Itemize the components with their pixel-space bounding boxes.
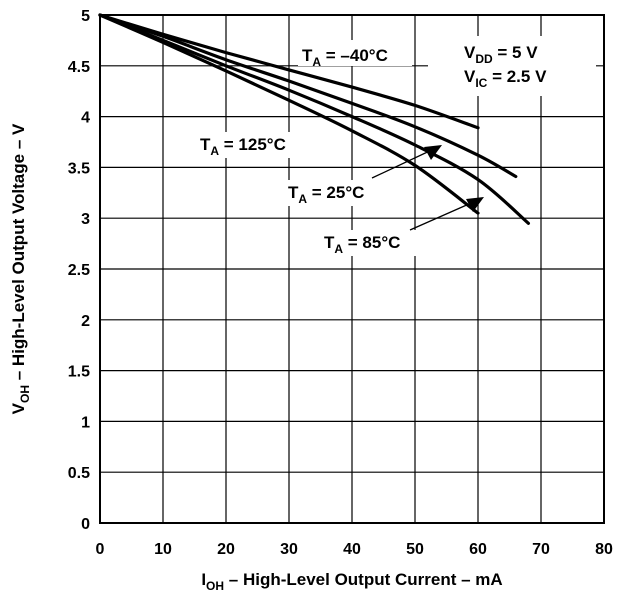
x-tick-label: 80 [595,541,613,558]
y-tick-label: 1 [81,414,90,431]
x-tick-label: 20 [217,541,235,558]
y-tick-labels: 0 0.5 1 1.5 2 2.5 3 3.5 4 4.5 5 [68,8,90,533]
annotation-vic: VIC = 2.5 V [464,67,547,90]
y-tick-label: 4.5 [68,59,90,76]
y-tick-label: 4 [81,110,90,127]
series-line-2 [98,13,530,225]
y-tick-label: 0 [81,516,90,533]
label-bg-125 [196,132,314,158]
y-tick-label: 5 [81,8,90,25]
x-tick-label: 50 [406,541,424,558]
x-tick-label: 0 [96,541,105,558]
annotation-ta-85: TA = 85°C [324,233,400,256]
curves [98,13,530,225]
arrow-85-line [409,199,479,231]
y-tick-label: 1.5 [68,364,90,381]
annotation-vdd: VDD = 5 V [464,43,538,66]
arrow-25-head [424,145,442,160]
annotation-ta-25: TA = 25°C [288,183,364,206]
x-tick-labels: 0 10 20 30 40 50 60 70 80 [96,541,613,558]
label-bg-85 [320,230,424,256]
x-tick-label: 70 [532,541,550,558]
x-tick-label: 60 [469,541,487,558]
label-bg-m40 [298,40,412,66]
y-tick-label: 3.5 [68,160,90,177]
y-tick-label: 2.5 [68,262,90,279]
conditions-bg [428,36,596,96]
series-line-0 [98,13,480,130]
x-tick-label: 30 [280,541,298,558]
y-tick-label: 0.5 [68,465,90,482]
x-tick-label: 40 [343,541,361,558]
annotation-ta-m40: TA = –40°C [302,46,388,69]
x-axis-title: IOH – High-Level Output Current – mA [201,570,502,590]
grid [100,15,604,523]
arrow-25-line [371,147,437,179]
annotations: TA = –40°C VDD = 5 V VIC = 2.5 V TA = 12… [196,36,596,256]
y-axis-title: VOH – High-Level Output Voltage – V [9,123,32,414]
arrow-85-head [466,197,484,212]
series-line-3 [98,13,480,215]
x-tick-label: 10 [154,541,172,558]
plot-frame [99,14,605,524]
series-line-1 [98,13,518,179]
y-tick-label: 2 [81,313,90,330]
y-tick-label: 3 [81,211,90,228]
label-bg-25 [284,180,392,206]
annotation-ta-125: TA = 125°C [200,135,286,158]
